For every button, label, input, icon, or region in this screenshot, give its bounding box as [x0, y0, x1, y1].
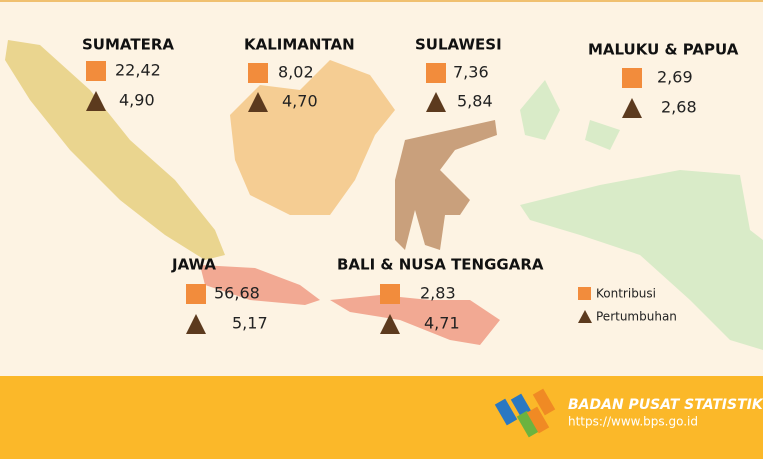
legend-label: Pertumbuhan: [596, 310, 677, 324]
org-name: BADAN PUSAT STATISTIK: [568, 397, 763, 413]
pertumbuhan-value: 2,68: [661, 98, 697, 117]
legend-square: [578, 287, 591, 300]
region-name: BALI & NUSA TENGGARA: [337, 256, 544, 274]
org-url: https://www.bps.go.id: [568, 415, 698, 429]
legend-label: Kontribusi: [596, 287, 656, 301]
sumatera-shape: [5, 40, 225, 260]
kontribusi-value: 7,36: [453, 63, 489, 82]
pertumbuhan-icon: [380, 314, 400, 334]
bps-logo: [494, 388, 556, 438]
bali-nt-shape: [330, 295, 500, 345]
pertumbuhan-icon: [248, 92, 268, 112]
pertumbuhan-value: 5,17: [232, 314, 268, 333]
region-name: SULAWESI: [415, 36, 502, 54]
footer-band: [0, 376, 763, 459]
pertumbuhan-icon: [426, 92, 446, 112]
kontribusi-icon: [186, 284, 206, 304]
pertumbuhan-icon: [186, 314, 206, 334]
kalimantan-shape: [230, 60, 395, 215]
kontribusi-value: 22,42: [115, 61, 161, 80]
region-name: KALIMANTAN: [244, 36, 355, 54]
kontribusi-icon: [86, 61, 106, 81]
map: [5, 40, 763, 350]
legend-triangle: [578, 310, 592, 323]
region-name: JAWA: [171, 256, 216, 274]
kontribusi-icon: [248, 63, 268, 83]
kontribusi-value: 2,83: [420, 284, 456, 303]
sulawesi-shape: [395, 120, 497, 250]
pertumbuhan-value: 5,84: [457, 92, 493, 111]
kontribusi-value: 8,02: [278, 63, 314, 82]
maluku-shape: [520, 80, 620, 150]
kontribusi-value: 2,69: [657, 68, 693, 87]
kontribusi-icon: [380, 284, 400, 304]
pertumbuhan-value: 4,90: [119, 91, 155, 110]
kontribusi-value: 56,68: [214, 284, 260, 303]
pertumbuhan-icon: [622, 98, 642, 118]
papua-shape: [520, 170, 763, 350]
pertumbuhan-value: 4,71: [424, 314, 460, 333]
jawa-shape: [200, 265, 320, 305]
pertumbuhan-icon: [86, 91, 106, 111]
region-name: SUMATERA: [82, 36, 174, 54]
region-name: MALUKU & PAPUA: [588, 41, 739, 59]
kontribusi-icon: [426, 63, 446, 83]
pertumbuhan-value: 4,70: [282, 92, 318, 111]
kontribusi-icon: [622, 68, 642, 88]
